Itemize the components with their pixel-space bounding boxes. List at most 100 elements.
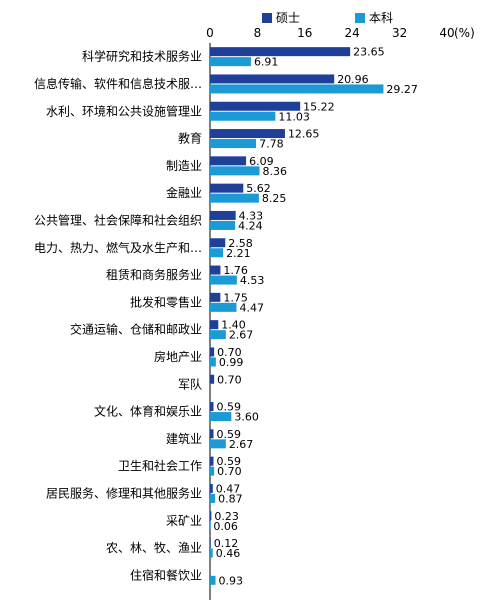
data-label: 11.03 xyxy=(278,110,310,123)
data-label: 1.40 xyxy=(221,319,246,332)
data-label: 0.59 xyxy=(216,455,241,468)
x-tick-label: 32 xyxy=(392,26,407,40)
x-tick-label: 40 xyxy=(439,26,454,40)
bar-bachelor xyxy=(210,57,251,67)
legend-swatch-bachelor xyxy=(355,13,365,23)
bar-bachelor xyxy=(210,139,257,149)
data-label: 0.59 xyxy=(216,401,241,414)
legend-swatch-master xyxy=(262,13,272,23)
data-label: 0.87 xyxy=(218,492,243,505)
data-label: 20.96 xyxy=(337,73,369,86)
category-label: 文化、体育和娱乐业 xyxy=(94,404,202,419)
bar-bachelor xyxy=(210,330,226,340)
bar-bachelor xyxy=(210,111,276,121)
bar-master xyxy=(210,320,219,330)
bar-master xyxy=(210,538,211,548)
category-label: 住宿和餐饮业 xyxy=(130,567,202,582)
bar-bachelor xyxy=(210,439,226,449)
category-label: 电力、热力、燃气及水生产和… xyxy=(34,240,202,255)
x-tick-label: 16 xyxy=(297,26,312,40)
category-label: 租赁和商务服务业 xyxy=(106,267,202,282)
data-label: 4.24 xyxy=(238,219,263,232)
category-label: 信息传输、软件和信息技术服… xyxy=(34,76,202,91)
bar-bachelor xyxy=(210,275,237,285)
bars xyxy=(210,47,384,585)
category-label: 交通运输、仓储和邮政业 xyxy=(70,322,202,337)
bar-master xyxy=(210,429,214,439)
bar-bachelor xyxy=(210,575,216,585)
data-label: 0.70 xyxy=(217,346,242,359)
bar-master xyxy=(210,265,221,275)
data-label: 0.23 xyxy=(214,510,239,523)
bar-master xyxy=(210,156,247,166)
category-label: 科学研究和技术服务业 xyxy=(82,49,202,64)
data-label: 2.58 xyxy=(228,237,253,250)
bar-bachelor xyxy=(210,248,224,258)
data-label: 2.21 xyxy=(226,247,251,260)
category-label: 水利、环境和公共设施管理业 xyxy=(46,103,202,118)
data-label: 0.12 xyxy=(214,537,239,550)
data-label: 5.62 xyxy=(246,182,271,195)
bar-master xyxy=(210,402,214,412)
bar-master xyxy=(210,47,351,57)
legend-label-master: 硕士 xyxy=(276,11,300,25)
data-label: 6.09 xyxy=(249,155,274,168)
category-label: 金融业 xyxy=(166,185,202,200)
bar-master xyxy=(210,101,301,111)
data-label: 0.06 xyxy=(213,520,238,533)
bar-master xyxy=(210,483,213,493)
data-label: 8.25 xyxy=(262,192,287,205)
data-label: 0.70 xyxy=(217,373,242,386)
category-label: 卫生和社会工作 xyxy=(118,458,202,473)
x-tick-label: 8 xyxy=(254,26,262,40)
category-label: 制造业 xyxy=(166,159,202,173)
bar-master xyxy=(210,374,215,384)
category-label: 军队 xyxy=(178,376,202,391)
bar-bachelor xyxy=(210,166,260,176)
bar-bachelor xyxy=(210,493,216,503)
category-label: 公共管理、社会保障和社会组织 xyxy=(34,212,202,227)
data-label: 1.75 xyxy=(223,291,248,304)
data-label: 2.67 xyxy=(229,438,254,451)
category-label: 采矿业 xyxy=(166,514,202,528)
category-label: 建筑业 xyxy=(166,431,202,446)
data-label: 0.99 xyxy=(219,356,244,369)
bar-master xyxy=(210,456,214,466)
data-label: 0.47 xyxy=(216,482,241,495)
data-label: 7.78 xyxy=(259,138,284,151)
category-label: 居民服务、修理和其他服务业 xyxy=(46,485,202,500)
data-label: 29.27 xyxy=(386,83,418,96)
data-label: 8.36 xyxy=(263,165,288,178)
bar-bachelor xyxy=(210,84,384,94)
bar-master xyxy=(210,129,285,139)
data-label: 6.91 xyxy=(254,56,279,69)
x-tick-label: 24 xyxy=(345,26,360,40)
bar-bachelor xyxy=(210,412,232,422)
data-label: 23.65 xyxy=(353,46,385,59)
category-label: 农、林、牧、渔业 xyxy=(106,541,202,555)
data-label: 0.93 xyxy=(219,574,244,587)
x-tick-label: 0 xyxy=(206,26,214,40)
bar-master xyxy=(210,347,215,357)
data-label: 2.67 xyxy=(229,329,254,342)
unit-label: (%) xyxy=(454,26,475,40)
data-label: 4.47 xyxy=(239,301,263,314)
bar-bachelor xyxy=(210,302,237,312)
category-label: 教育 xyxy=(178,131,202,146)
data-label: 0.59 xyxy=(216,428,241,441)
data-label: 12.65 xyxy=(288,128,320,141)
bar-bachelor xyxy=(210,521,211,531)
data-label: 4.33 xyxy=(239,209,264,222)
data-label: 0.70 xyxy=(217,465,242,478)
bar-master xyxy=(210,210,236,220)
bar-bachelor xyxy=(210,357,216,367)
category-label: 批发和零售业 xyxy=(130,294,202,309)
bar-bachelor xyxy=(210,548,213,558)
bar-master xyxy=(210,511,212,521)
bar-bachelor xyxy=(210,466,215,476)
bar-bachelor xyxy=(210,193,259,203)
bar-master xyxy=(210,238,226,248)
